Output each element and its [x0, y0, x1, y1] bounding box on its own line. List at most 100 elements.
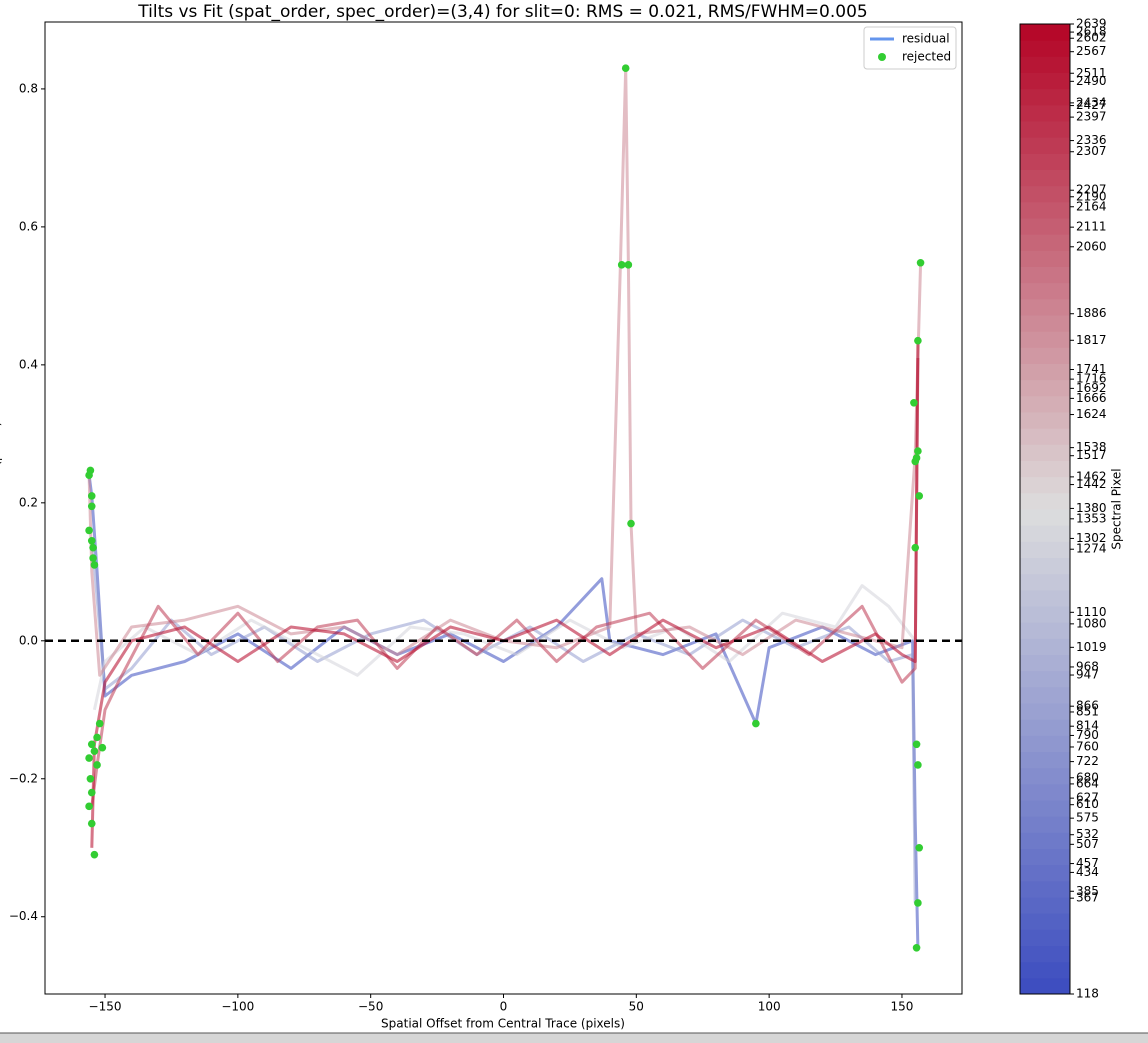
- x-tick-label: 150: [891, 1000, 914, 1014]
- rejected-point: [914, 447, 922, 455]
- colorbar-band: [1020, 121, 1070, 138]
- colorbar-band: [1020, 444, 1070, 461]
- rejected-point: [914, 336, 922, 345]
- colorbar-band: [1020, 622, 1070, 639]
- colorbar-band: [1020, 428, 1070, 445]
- colorbar-band: [1020, 800, 1070, 817]
- colorbar-band: [1020, 897, 1070, 914]
- colorbar-band: [1020, 977, 1070, 995]
- colorbar-tick-label: 2602: [1076, 31, 1107, 45]
- colorbar-frame: [1019, 23, 1071, 995]
- rejected-point: [87, 788, 96, 797]
- colorbar-band: [1020, 476, 1070, 494]
- colorbar-tick-label: 722: [1076, 754, 1099, 768]
- colorbar-tick-label: 434: [1076, 865, 1099, 879]
- colorbar-tick-label: 2639: [1076, 17, 1107, 31]
- colorbar-tick-label: 2397: [1076, 110, 1107, 124]
- colorbar-band: [1020, 573, 1070, 591]
- rejected-point: [90, 561, 99, 569]
- rejected-point: [89, 543, 97, 552]
- x-tick-label: −50: [358, 1000, 383, 1014]
- colorbar-band: [1020, 880, 1070, 898]
- colorbar-band: [1020, 832, 1070, 849]
- rejected-point: [912, 740, 921, 749]
- colorbar-band: [1020, 395, 1070, 413]
- x-tick-label: −150: [89, 1000, 122, 1014]
- rejected-point: [915, 492, 924, 500]
- colorbar-band: [1020, 541, 1070, 558]
- rejected-point: [624, 261, 633, 269]
- colorbar-tick-label: 664: [1076, 776, 1099, 790]
- rejected-point: [86, 774, 95, 783]
- colorbar-band: [1020, 137, 1070, 154]
- legend-label: residual: [902, 32, 950, 46]
- colorbar-tick-label: 2511: [1076, 66, 1107, 80]
- colorbar-band: [1020, 848, 1070, 866]
- colorbar-band: [1020, 347, 1070, 364]
- colorbar-tick-label: 2164: [1076, 199, 1107, 213]
- colorbar-tick-label: 1274: [1076, 542, 1107, 556]
- rejected-point: [93, 733, 101, 742]
- rejected-point: [85, 802, 93, 811]
- x-axis-label: Spatial Offset from Central Trace (pixel…: [381, 1017, 625, 1031]
- rejected-point: [87, 492, 96, 500]
- colorbar-band: [1020, 735, 1070, 752]
- colorbar-band: [1020, 72, 1070, 90]
- colorbar-band: [1020, 24, 1070, 41]
- colorbar-tick-label: 1886: [1076, 306, 1107, 320]
- colorbar-band: [1020, 945, 1070, 963]
- y-tick-label: −0.4: [9, 909, 38, 923]
- rejected-point: [621, 64, 630, 73]
- rejected-point: [87, 819, 96, 828]
- colorbar-band: [1020, 218, 1070, 235]
- colorbar-band: [1020, 961, 1070, 979]
- colorbar-tick-label: 2207: [1076, 183, 1107, 197]
- colorbar-tick-label: 532: [1076, 827, 1099, 841]
- colorbar-band: [1020, 492, 1070, 510]
- colorbar-band: [1020, 913, 1070, 930]
- rejected-point: [85, 526, 93, 535]
- legend-label: rejected: [902, 50, 951, 64]
- colorbar-band: [1020, 282, 1070, 300]
- colorbar-band: [1020, 767, 1070, 785]
- colorbar-band: [1020, 460, 1070, 478]
- rejected-point: [95, 719, 104, 728]
- x-tick-label: 100: [758, 1000, 781, 1014]
- colorbar-tick-label: 851: [1076, 704, 1099, 718]
- colorbar-tick-label: 2190: [1076, 189, 1107, 203]
- colorbar-band: [1020, 201, 1070, 219]
- rejected-point: [915, 843, 924, 852]
- window-strip: [0, 1033, 1148, 1043]
- colorbar-band: [1020, 654, 1070, 672]
- colorbar-tick-label: 1692: [1076, 381, 1107, 395]
- rejected-point: [87, 502, 96, 511]
- colorbar-band: [1020, 185, 1070, 203]
- colorbar-tick-label: 1716: [1076, 372, 1107, 386]
- rejected-point: [627, 519, 635, 528]
- colorbar-band: [1020, 56, 1070, 73]
- colorbar-band: [1020, 557, 1070, 575]
- rejected-point: [752, 719, 760, 728]
- colorbar-tick-label: 1666: [1076, 391, 1107, 405]
- colorbar-tick-label: 1462: [1076, 469, 1107, 483]
- colorbar-band: [1020, 606, 1070, 623]
- colorbar-band: [1020, 816, 1070, 833]
- colorbar-band: [1020, 686, 1070, 704]
- x-tick-label: −100: [221, 1000, 254, 1014]
- rejected-point: [89, 554, 97, 562]
- y-tick-label: 0.4: [19, 357, 38, 371]
- colorbar-tick-label: 2434: [1076, 95, 1107, 109]
- rejected-point: [86, 466, 95, 475]
- colorbar-band: [1020, 153, 1070, 170]
- colorbar-band: [1020, 703, 1070, 720]
- colorbar-tick-label: 385: [1076, 884, 1099, 898]
- colorbar-tick-label: 1741: [1076, 362, 1107, 376]
- colorbar-band: [1020, 509, 1070, 526]
- colorbar-band: [1020, 266, 1070, 284]
- colorbar-band: [1020, 331, 1070, 348]
- colorbar-tick-label: 2618: [1076, 25, 1107, 39]
- colorbar-band: [1020, 719, 1070, 736]
- colorbar-tick-label: 1080: [1076, 616, 1107, 630]
- colorbar-band: [1020, 412, 1070, 429]
